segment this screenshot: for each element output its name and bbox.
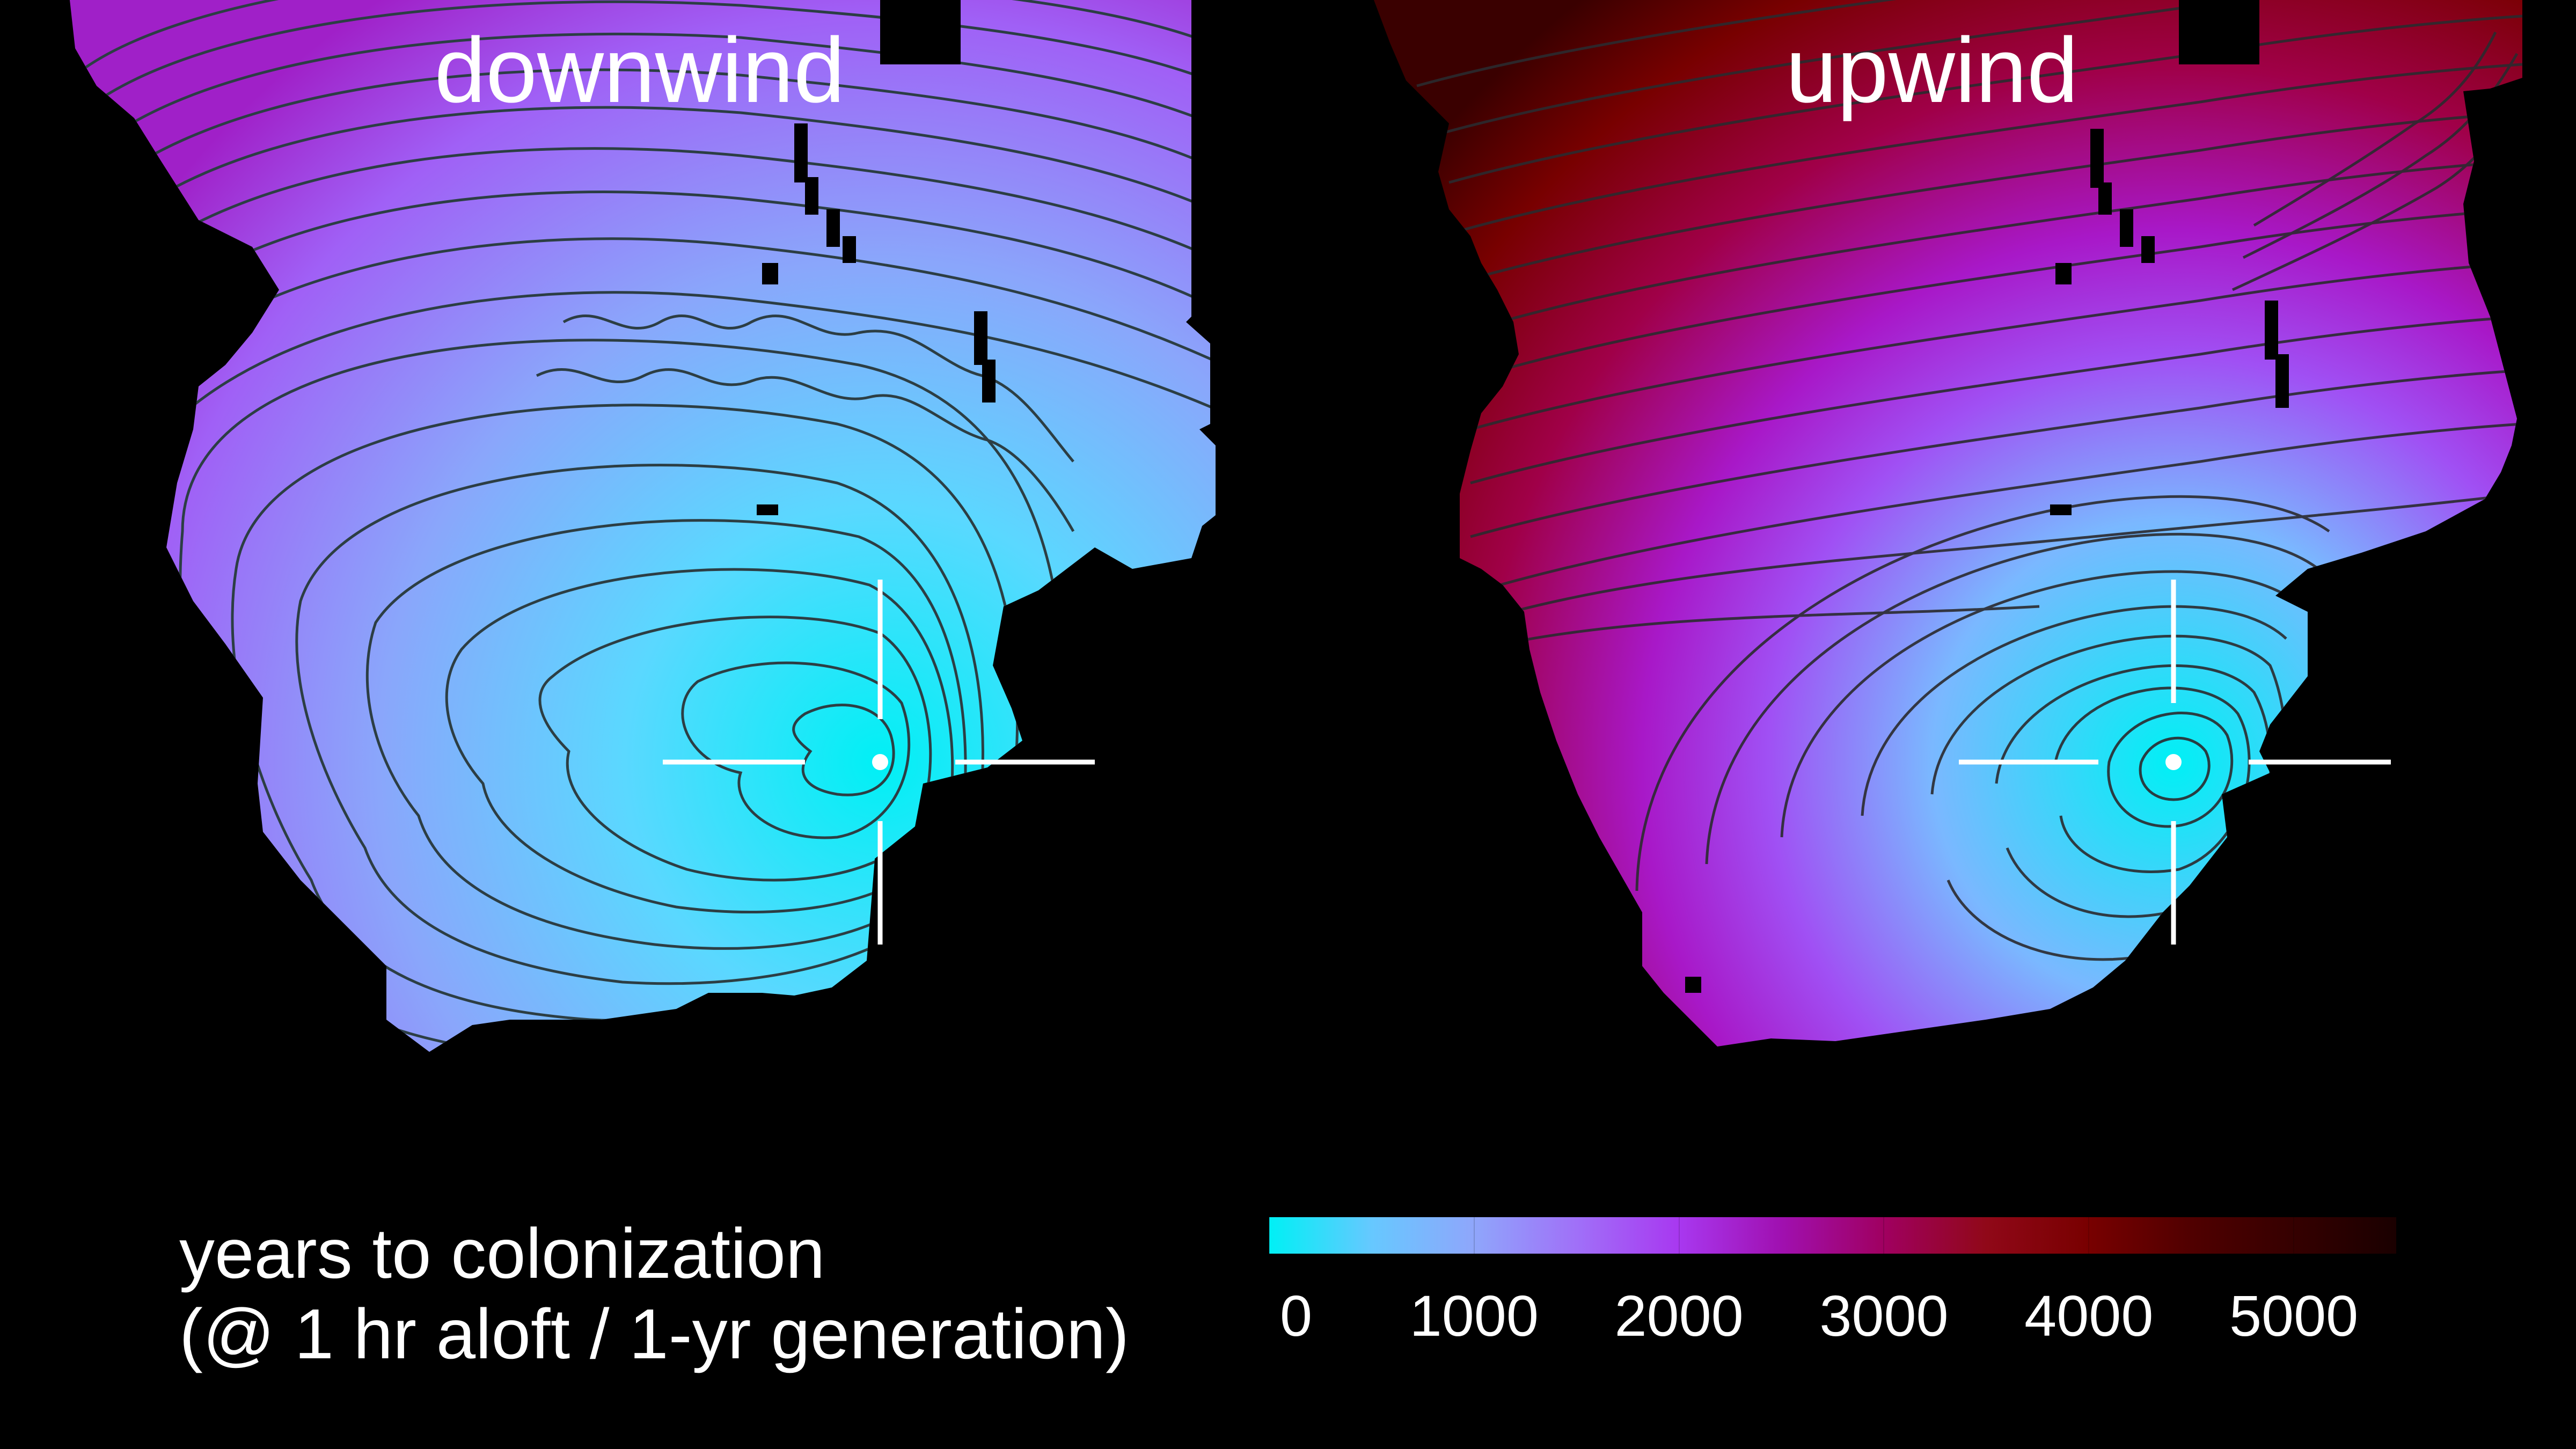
source-point-downwind (872, 754, 888, 770)
colorbar-tick-mark (1883, 1217, 1885, 1254)
colorbar-tick-mark (1269, 1217, 1270, 1254)
colorbar (1269, 1217, 2396, 1254)
panel-title-downwind: downwind (434, 19, 845, 122)
map-downwind (70, 0, 1216, 1052)
legend-caption-line2: (@ 1 hr aloft / 1-yr generation) (179, 1294, 1130, 1373)
map-upwind (1374, 0, 2522, 1046)
colorbar-tick-mark (1678, 1217, 1680, 1254)
legend-caption-line1: years to colonization (179, 1214, 825, 1293)
crosshair-upwind (1959, 580, 2391, 945)
holes-downwind (757, 0, 996, 515)
colorbar-tick-mark (2293, 1217, 2295, 1254)
panel-title-upwind: upwind (1785, 19, 2079, 122)
crosshair-downwind (663, 580, 1095, 945)
colorbar-tick-label: 0 (1279, 1283, 1313, 1348)
colorbar-tick-mark (1473, 1217, 1475, 1254)
colorbar-tick-label: 3000 (1819, 1283, 1949, 1348)
colorbar-tick-mark (2088, 1217, 2090, 1254)
holes-upwind (1685, 0, 2289, 993)
colorbar-tick-label: 4000 (2024, 1283, 2154, 1348)
source-point-upwind (2165, 754, 2182, 770)
colorbar-tick-label: 5000 (2229, 1283, 2359, 1348)
colorbar-tick-label: 2000 (1614, 1283, 1744, 1348)
colorbar-tick-label: 1000 (1409, 1283, 1539, 1348)
